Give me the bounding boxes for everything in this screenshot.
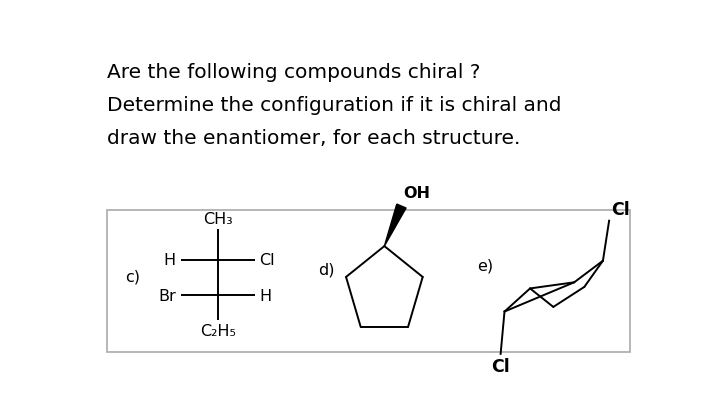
- Text: c): c): [125, 269, 139, 284]
- Text: Cl: Cl: [610, 200, 629, 218]
- Text: Cl: Cl: [491, 357, 510, 375]
- Text: Determine the configuration if it is chiral and: Determine the configuration if it is chi…: [107, 96, 562, 115]
- Text: Cl: Cl: [260, 253, 275, 268]
- Text: draw the enantiomer, for each structure.: draw the enantiomer, for each structure.: [107, 129, 521, 148]
- Text: H: H: [260, 288, 272, 303]
- Text: Br: Br: [158, 288, 176, 303]
- Text: OH: OH: [404, 185, 431, 200]
- Text: H: H: [164, 253, 176, 268]
- Text: CH₃: CH₃: [203, 211, 233, 227]
- Text: C₂H₅: C₂H₅: [200, 323, 236, 338]
- Text: Are the following compounds chiral ?: Are the following compounds chiral ?: [107, 63, 480, 82]
- Bar: [107, 210, 630, 353]
- Text: d): d): [319, 262, 335, 277]
- Text: e): e): [477, 258, 493, 273]
- Polygon shape: [385, 204, 406, 247]
